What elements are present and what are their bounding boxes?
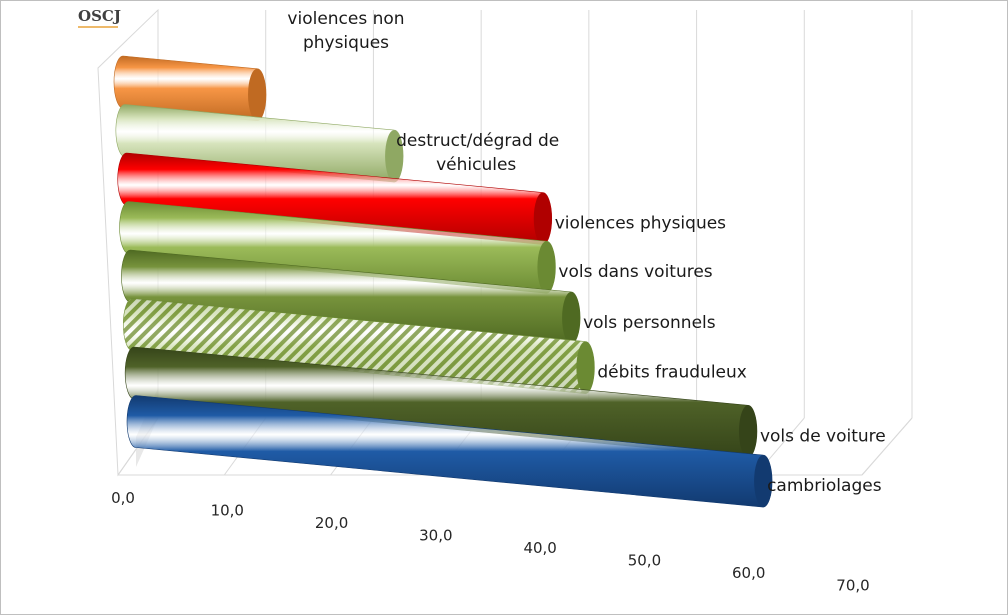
x-tick-label: 20,0 (315, 514, 348, 532)
category-label: violences non physiques (287, 9, 404, 53)
category-label: cambriolages (767, 476, 882, 496)
x-tick-label: 50,0 (628, 552, 661, 570)
category-label: violences physiques (555, 214, 726, 234)
bar-end-cap (576, 341, 595, 394)
bar-end-cap (537, 241, 556, 294)
x-tick-label: 30,0 (419, 527, 452, 545)
bar-end-cap (754, 455, 773, 508)
bar-7 (126, 395, 773, 508)
x-tick-label: 60,0 (732, 564, 765, 582)
bar-end-cap (738, 405, 757, 458)
bar-end-cap (533, 192, 552, 245)
category-label: destruct/dégrad de véhicules (396, 131, 559, 175)
category-label: vols personnels (583, 313, 716, 333)
bars (113, 55, 773, 508)
x-tick-label: 10,0 (211, 502, 244, 520)
logo: OSCJ (78, 7, 121, 28)
bar-1 (115, 104, 404, 183)
bar-end-cap (562, 291, 581, 344)
bar-end-cap (385, 130, 404, 183)
bar-shading (123, 298, 595, 394)
category-labels: violences non physiques destruct/dégrad de… (287, 9, 885, 496)
bar-0 (113, 55, 267, 122)
category-label: vols de voiture (760, 426, 886, 446)
bar-5 (122, 298, 595, 394)
x-tick-label: 70,0 (836, 577, 869, 595)
x-tick-label: 0,0 (111, 489, 135, 507)
category-label: vols dans voitures (558, 262, 712, 282)
logo-text: OSCJ (78, 7, 121, 25)
x-tick-label: 40,0 (523, 539, 556, 557)
category-label: débits frauduleux (597, 363, 746, 383)
x-axis-ticks: 0,0 10,0 20,0 30,0 40,0 50,0 60,0 70,0 (111, 489, 870, 595)
floor-right-edge (861, 417, 913, 476)
bar-end-cap (248, 68, 267, 121)
